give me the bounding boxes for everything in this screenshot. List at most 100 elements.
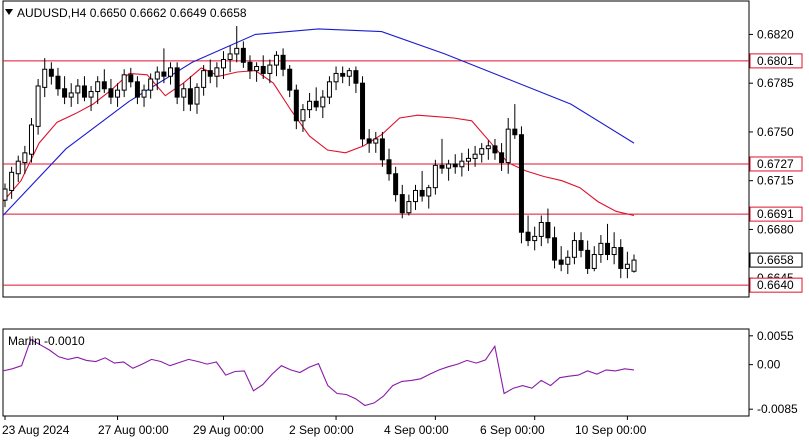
candle <box>446 159 452 181</box>
time-tick-label: 2 Sep 00:00 <box>289 423 354 437</box>
candle <box>518 126 524 244</box>
candle <box>161 48 167 84</box>
level-label: 0.6801 <box>757 54 794 68</box>
candle <box>386 148 392 181</box>
candle <box>108 79 114 105</box>
candle <box>55 67 61 96</box>
ma-red-line <box>2 67 635 217</box>
candle <box>485 140 491 160</box>
chart-title: AUDUSD,H4 0.6650 0.6662 0.6649 0.6658 <box>17 6 247 20</box>
price-axis: 0.68200.67850.67500.67150.66800.66450.68… <box>749 27 803 293</box>
level-label: 0.6691 <box>757 207 794 221</box>
candle <box>154 66 160 91</box>
candle <box>287 65 293 98</box>
price-tick-label: 0.6785 <box>757 76 794 90</box>
indicator-tick-label: 0.00 <box>757 358 781 372</box>
candle <box>62 76 68 105</box>
indicator-title: Marlin -0.0010 <box>8 334 85 348</box>
candle <box>267 59 273 84</box>
time-tick-label: 23 Aug 2024 <box>2 423 70 437</box>
level-label-box <box>749 277 803 293</box>
candle <box>326 76 332 105</box>
current-price-label: 0.6658 <box>757 253 794 267</box>
candle <box>148 73 154 99</box>
price-tick-label: 0.6820 <box>757 27 794 41</box>
candle <box>353 66 359 93</box>
candle <box>168 62 174 85</box>
candle <box>234 26 240 63</box>
candle <box>115 83 121 107</box>
candle <box>313 87 319 112</box>
candle <box>373 131 379 153</box>
candle <box>360 76 366 146</box>
candle <box>432 159 438 195</box>
candle <box>134 76 140 105</box>
moving-average-blue <box>2 28 635 216</box>
candle <box>121 69 127 98</box>
candle <box>15 155 21 183</box>
candle <box>42 58 48 98</box>
candle <box>207 59 213 84</box>
candle <box>525 215 531 247</box>
time-tick-label: 6 Sep 00:00 <box>480 423 545 437</box>
candle <box>379 131 385 167</box>
candle <box>81 76 87 102</box>
indicator-series-line <box>2 338 635 407</box>
indicator-line <box>2 338 635 407</box>
candle <box>181 83 187 112</box>
time-tick-label: 4 Sep 00:00 <box>384 423 449 437</box>
indicator-panel-frame <box>2 328 750 417</box>
candle <box>273 51 279 77</box>
candle <box>598 235 604 263</box>
price-tick-label: 0.6750 <box>757 125 794 139</box>
current-price-box <box>749 252 803 268</box>
candle <box>406 194 412 216</box>
candle <box>254 62 260 82</box>
candle <box>35 79 41 135</box>
chart-menu-triangle-icon[interactable] <box>5 9 13 15</box>
candle <box>472 145 478 167</box>
candle <box>565 250 571 275</box>
candle <box>141 84 147 107</box>
candle <box>247 55 253 80</box>
candle <box>28 118 34 163</box>
candle <box>48 62 54 85</box>
candle <box>413 184 419 210</box>
candle <box>260 55 266 80</box>
candle <box>366 129 372 153</box>
candle <box>605 223 611 261</box>
level-label-box <box>749 156 803 172</box>
candle <box>399 184 405 219</box>
candle <box>545 208 551 244</box>
candle <box>95 76 101 105</box>
candle <box>532 226 538 251</box>
candle <box>492 138 498 160</box>
ma-blue-line <box>2 28 635 216</box>
candle <box>465 148 471 171</box>
candle <box>459 152 465 177</box>
candle <box>280 48 286 77</box>
candle <box>499 143 505 171</box>
candle <box>22 145 28 174</box>
candle <box>227 45 233 73</box>
candle <box>452 154 458 174</box>
candle <box>88 85 94 112</box>
candle <box>571 232 577 265</box>
candle <box>75 79 81 105</box>
candle <box>558 246 564 272</box>
candle <box>333 66 339 91</box>
candle <box>512 104 518 139</box>
candle <box>578 232 584 258</box>
candle <box>300 104 306 132</box>
candle <box>538 215 544 247</box>
candle <box>9 166 15 199</box>
horizontal-levels <box>3 60 749 286</box>
candlesticks <box>2 26 637 279</box>
candle <box>293 84 299 130</box>
candle <box>240 41 246 68</box>
candle <box>187 76 193 112</box>
candle <box>214 62 220 88</box>
indicator-tick-label: -0.0085 <box>757 402 798 416</box>
indicator-tick-label: 0.0055 <box>757 329 794 343</box>
candle <box>479 143 485 163</box>
